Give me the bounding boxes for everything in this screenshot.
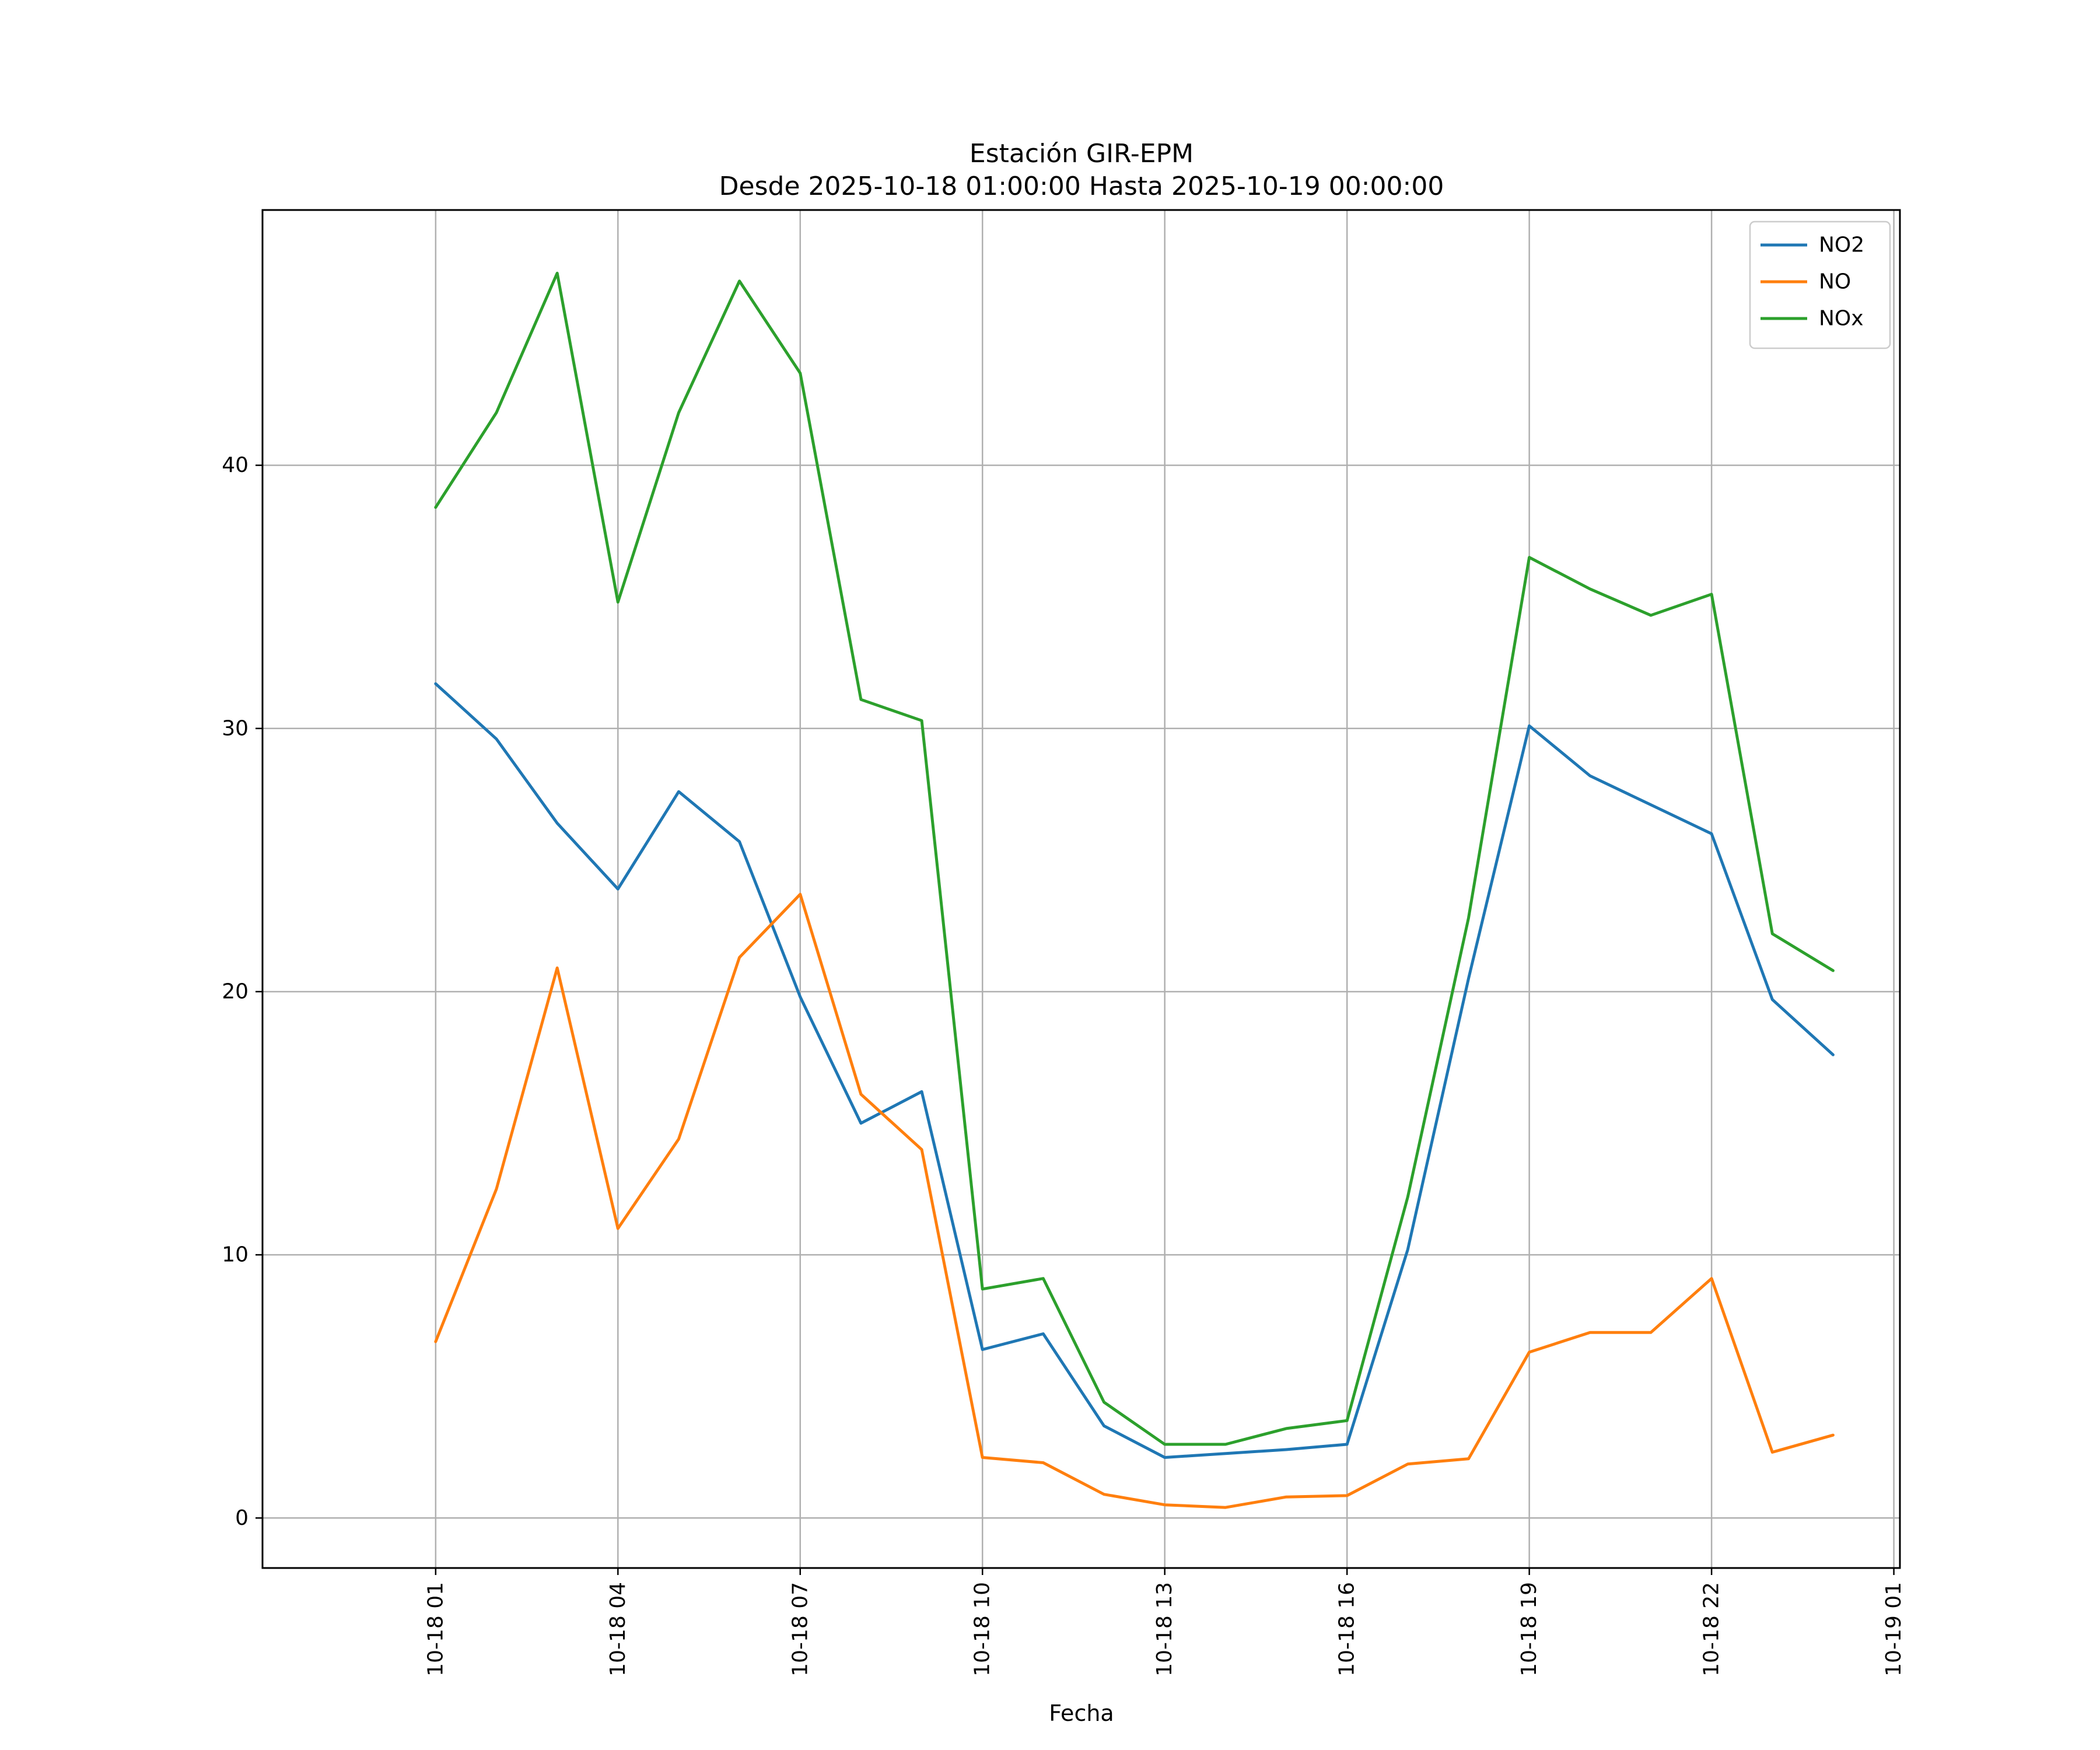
x-tick-label: 10-18 13 — [1153, 1582, 1177, 1676]
plot-frame — [261, 209, 1901, 1569]
axis-ticks: 10-18 01 10-18 04 10-18 07 10-18 10 10-18 13… — [222, 453, 1906, 1676]
legend-box — [1749, 220, 1891, 349]
x-tick-label: 10-18 07 — [788, 1582, 812, 1676]
x-tick-label: 10-18 01 — [424, 1582, 447, 1676]
y-tick-label: 20 — [222, 979, 249, 1003]
x-tick-label: 10-19 01 — [1882, 1582, 1906, 1676]
x-tick-label: 10-18 16 — [1335, 1582, 1359, 1676]
series-line-no2 — [434, 682, 1835, 1459]
y-tick-label: 10 — [222, 1243, 249, 1267]
x-axis-label: Fecha — [1049, 1700, 1114, 1726]
x-tick-label: 10-18 22 — [1700, 1582, 1724, 1676]
y-tick-label: 0 — [235, 1506, 249, 1530]
legend: NO2 NO NOx — [1749, 220, 1891, 349]
x-tick-label: 10-18 04 — [606, 1582, 630, 1676]
y-tick-label: 30 — [222, 716, 249, 740]
series-layer — [434, 271, 1835, 1509]
series-line-nox — [434, 271, 1835, 1446]
chart-subtitle: Desde 2025-10-18 01:00:00 Hasta 2025-10-… — [719, 172, 1444, 201]
legend-label-no2: NO2 — [1819, 233, 1864, 257]
y-tick-label: 40 — [222, 453, 249, 477]
x-tick-label: 10-18 19 — [1517, 1582, 1541, 1676]
series-line-no — [434, 892, 1835, 1509]
grid — [262, 210, 1900, 1568]
legend-label-nox: NOx — [1819, 307, 1864, 331]
x-tick-label: 10-18 10 — [971, 1582, 995, 1676]
legend-label-no: NO — [1819, 270, 1851, 294]
chart-title: Estación GIR-EPM — [970, 139, 1194, 169]
